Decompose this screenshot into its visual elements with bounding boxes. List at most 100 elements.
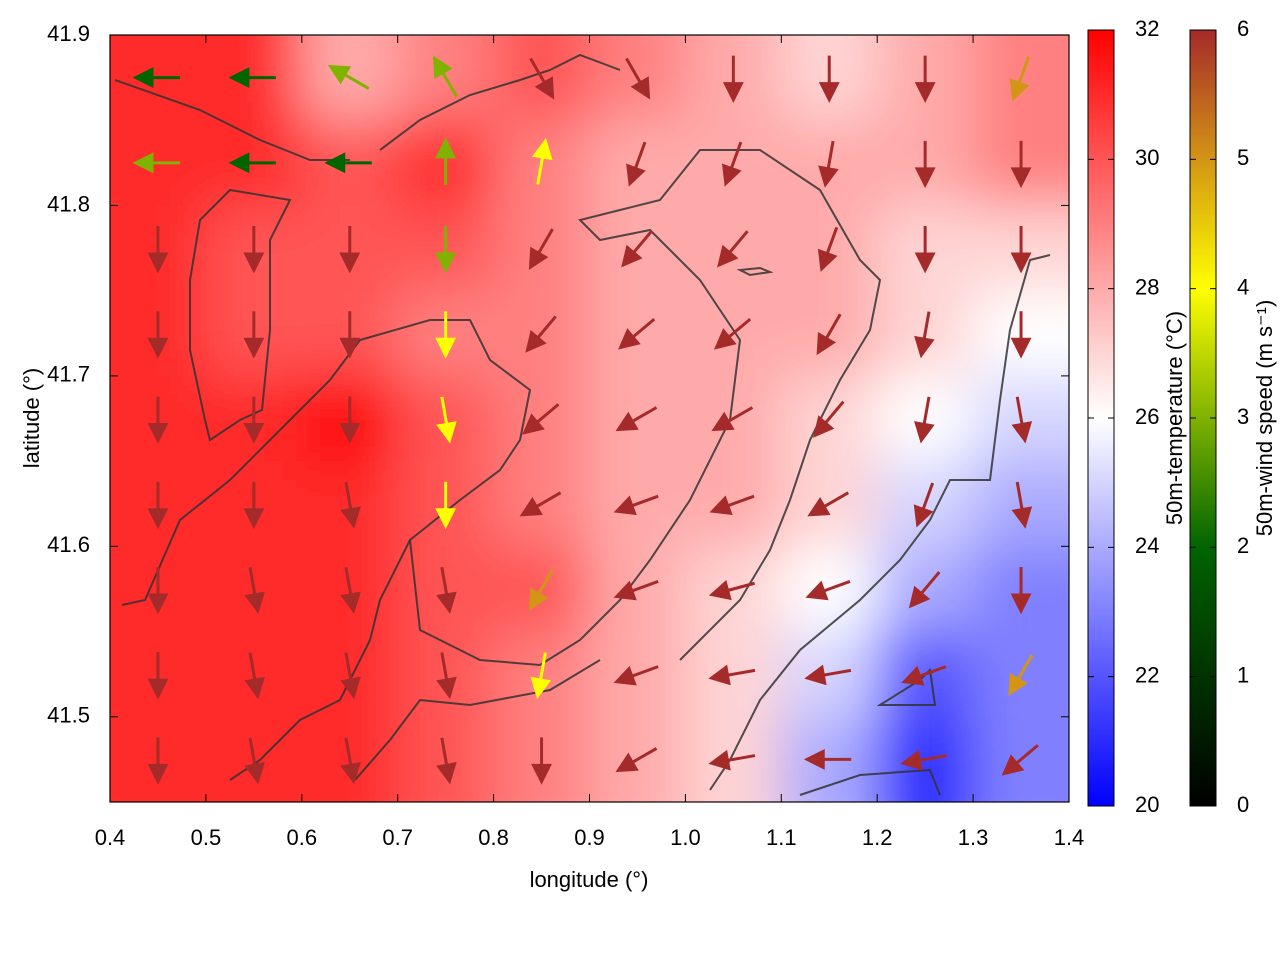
wind-arrow [244,652,265,700]
x-tick-label: 0.5 [191,825,222,850]
x-tick-label: 1.1 [766,825,797,850]
wind-arrow [626,141,647,187]
heatmap [110,35,1069,802]
wind-arrow [435,481,457,530]
x-tick-label: 1.2 [862,825,893,850]
wind-arrow [228,152,276,174]
wind-arrow [722,141,743,187]
wind-arrow [615,406,658,432]
heat-cell [110,546,207,633]
colorbar-tick-label: 24 [1135,533,1159,558]
wind-arrow [339,226,361,274]
wind-arrow [708,749,756,771]
y-tick-label: 41.8 [47,191,90,216]
x-tick-label: 1.3 [958,825,989,850]
wind-arrow [147,737,169,785]
heat-cell [397,35,495,122]
colorbar-tick-label: 30 [1135,145,1159,170]
wind-arrow [914,311,935,359]
wind-arrow [1010,566,1032,615]
y-tick-label: 41.5 [47,703,90,728]
wind-arrow [717,230,749,268]
wind-arrow [804,664,852,686]
wind-arrow [625,57,651,100]
colorbar-tick-label: 22 [1135,662,1159,687]
wind-arrow [339,311,361,359]
wind-arrow [900,749,948,771]
wind-arrow [327,64,370,90]
wind-arrow [531,737,552,785]
temperature-colorbar-label: 50m-temperature (°C) [1162,311,1187,525]
wind-arrow [436,567,457,614]
x-tick-label: 0.9 [574,825,605,850]
wind-arrow [244,567,265,614]
wind-arrow [708,580,755,601]
wind-arrow [1011,396,1033,444]
wind-arrow [147,311,169,359]
wind-arrow [708,664,756,686]
wind-arrow [339,396,361,444]
wind-arrow [812,400,845,438]
wind-arrow [1011,481,1033,529]
wind-arrow [528,569,554,611]
wind-arrow [532,137,553,185]
wind-arrow [519,491,562,517]
wind-arrow [525,315,557,353]
wind-arrow [1010,311,1032,359]
wind-arrow [1010,226,1032,274]
wind-arrow [1001,744,1039,776]
wind-arrow [147,481,169,530]
heat-cell [301,35,399,122]
x-tick-label: 0.7 [382,825,413,850]
wind-arrow [324,152,372,174]
wind-arrow [436,737,457,785]
wind-arrow [1009,56,1030,102]
wind-arrow [528,228,554,271]
heat-cell [205,35,303,122]
wind-arrow [340,567,361,614]
wind-arrow [615,747,658,773]
wind-arrow [818,55,840,103]
colorbar-tick-label: 1 [1237,662,1249,687]
heat-cell [110,716,207,802]
y-tick-label: 41.7 [47,362,90,387]
wind-arrow [807,491,850,517]
wind-arrow [901,665,947,686]
wind-arrow [618,317,656,350]
wind-arrow [522,403,560,435]
wind-arrow [243,396,265,444]
wind-arrow [243,311,265,359]
wind-arrow [243,481,265,530]
wind-arrow [817,226,839,272]
contours [114,53,1051,796]
wind-arrow [711,406,754,432]
heat-cell [110,205,207,292]
wind-arrow [709,494,755,516]
wind-vectors [132,55,1039,785]
wind-arrow [913,482,935,528]
wind-arrow [147,566,169,615]
wind-arrow [914,55,936,103]
colorbar-tick-label: 26 [1135,404,1159,429]
wind-arrow [432,55,458,98]
x-tick-label: 1.0 [670,825,701,850]
y-tick-label: 41.6 [47,532,90,557]
wind-arrow [613,580,659,601]
x-tick-label: 0.4 [95,825,126,850]
heat-cell [589,35,687,122]
colorbar-tick-label: 2 [1237,533,1249,558]
wind-arrow [1010,140,1032,189]
wind-arrow [436,652,457,700]
y-axis-label: latitude (°) [19,368,44,469]
colorbar-tick-label: 0 [1237,792,1249,817]
wind-arrow [908,571,941,609]
wind-arrow [340,652,361,700]
wind-arrow [435,226,457,274]
wind-arrow [529,57,555,100]
heat-cell [493,35,591,122]
wind-arrow [713,317,752,350]
wind-arrow [147,396,169,444]
wind-colorbar-label: 50m-wind speed (m s⁻¹) [1252,300,1277,537]
wind-arrow [340,481,361,529]
